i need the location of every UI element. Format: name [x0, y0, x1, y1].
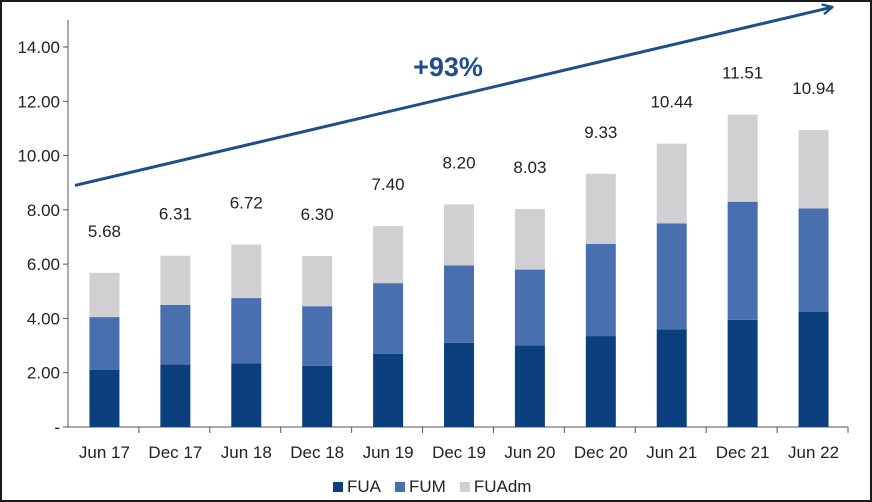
x-tick-label: Jun 22 — [788, 443, 839, 462]
bar-fum-jun-19 — [373, 283, 404, 354]
total-label: 6.30 — [301, 205, 334, 224]
total-label: 6.31 — [159, 205, 192, 224]
bar-fum-jun-21 — [656, 223, 687, 330]
bar-fua-dec-18 — [302, 365, 333, 427]
y-tick-label: 8.00 — [27, 201, 60, 220]
bar-fum-dec-20 — [585, 243, 616, 337]
bar-fuadm-dec-18 — [302, 256, 333, 307]
bar-fuadm-jun-22 — [798, 130, 829, 209]
total-label: 11.51 — [722, 64, 763, 83]
total-label: 10.94 — [792, 79, 835, 98]
legend-label-fua: FUA — [347, 477, 382, 496]
bar-fua-jun-20 — [514, 345, 545, 427]
total-label: 5.68 — [88, 222, 121, 241]
bar-fum-jun-20 — [514, 269, 545, 346]
bar-fua-jun-18 — [231, 363, 262, 427]
bar-fuadm-jun-18 — [231, 244, 262, 299]
growth-annotation: +93% — [413, 52, 483, 82]
x-tick-label: Jun 20 — [504, 443, 555, 462]
bar-fua-dec-17 — [160, 364, 191, 427]
bar-fum-dec-18 — [302, 306, 333, 366]
legend-label-fum: FUM — [409, 477, 446, 496]
x-tick-label: Dec 18 — [290, 443, 344, 462]
x-tick-label: Jun 17 — [79, 443, 130, 462]
x-tick-label: Dec 21 — [716, 443, 770, 462]
bar-fuadm-dec-20 — [585, 173, 616, 244]
legend-swatch-fuadm — [459, 482, 470, 492]
bar-fuadm-jun-17 — [89, 272, 120, 318]
bar-fum-jun-17 — [89, 317, 120, 370]
legend: FUA FUM FUAdm — [333, 477, 531, 496]
bar-fum-dec-19 — [444, 265, 474, 343]
bar-fuadm-dec-17 — [160, 255, 191, 305]
bar-fua-jun-22 — [798, 311, 829, 427]
bar-fuadm-jun-20 — [514, 209, 545, 270]
x-tick-label: Jun 18 — [221, 443, 272, 462]
bar-fuadm-jun-19 — [373, 226, 404, 284]
y-tick-label: 2.00 — [27, 364, 60, 383]
bar-fua-jun-17 — [89, 370, 120, 427]
total-label: 6.72 — [230, 194, 263, 213]
legend-label-fuadm: FUAdm — [474, 477, 532, 496]
bar-fuadm-jun-21 — [656, 143, 687, 224]
bar-fua-dec-20 — [585, 336, 616, 427]
bar-fum-jun-22 — [798, 208, 829, 312]
total-label: 10.44 — [650, 93, 693, 112]
total-label: 8.20 — [442, 153, 475, 172]
y-tick-label: 10.00 — [17, 147, 60, 166]
y-tick-label: - — [54, 418, 60, 437]
bar-fua-jun-21 — [656, 329, 687, 427]
x-tick-label: Jun 21 — [646, 443, 697, 462]
bar-fua-dec-21 — [727, 319, 758, 427]
x-tick-label: Jun 19 — [363, 443, 414, 462]
bar-fua-jun-19 — [373, 353, 404, 427]
x-tick-label: Dec 17 — [148, 443, 202, 462]
y-tick-label: 14.00 — [17, 38, 60, 57]
y-tick-label: 6.00 — [27, 255, 60, 274]
bar-fuadm-dec-21 — [727, 114, 758, 202]
legend-swatch-fum — [395, 482, 405, 492]
axes: - 2.00 4.00 6.00 8.00 10.00 12.00 14.00 Jun 17 De… — [17, 20, 849, 462]
total-label: 9.33 — [584, 123, 617, 142]
legend-swatch-fua — [333, 482, 343, 492]
bar-fua-dec-19 — [444, 342, 474, 427]
bar-fuadm-dec-19 — [444, 204, 474, 266]
total-label: 7.40 — [372, 175, 405, 194]
y-tick-label: 4.00 — [27, 309, 60, 328]
y-tick-label: 12.00 — [17, 92, 60, 111]
bar-fum-dec-17 — [160, 304, 191, 365]
bars — [89, 114, 829, 427]
total-label: 8.03 — [513, 158, 546, 177]
labels: 5.68 6.31 6.72 6.30 7.40 8.20 8.03 9.33 10.44 11.… — [88, 64, 835, 241]
x-tick-label: Dec 20 — [574, 443, 628, 462]
bar-fum-dec-21 — [727, 201, 758, 320]
trend-arrow — [74, 7, 832, 187]
x-tick-label: Dec 19 — [432, 443, 486, 462]
bar-fum-jun-18 — [231, 298, 262, 364]
